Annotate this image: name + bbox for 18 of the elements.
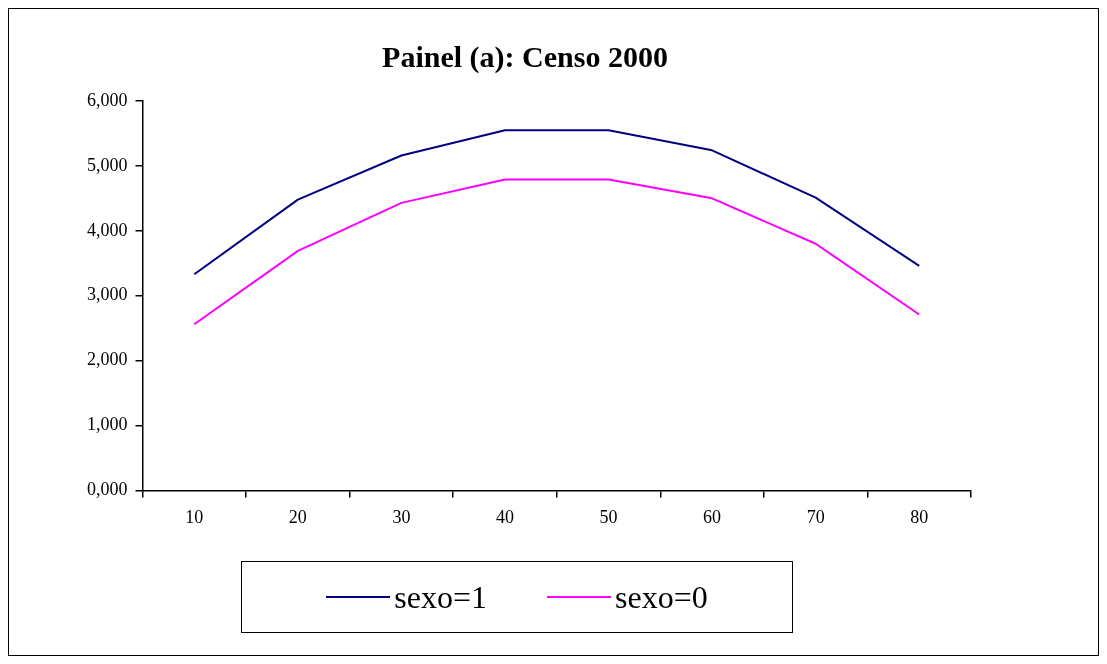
y-tick-label: 5,000 (87, 154, 128, 175)
legend-label: sexo=1 (394, 578, 487, 616)
x-tick-label: 80 (910, 506, 929, 527)
chart-title: Painel (a): Censo 2000 (382, 39, 668, 74)
y-tick-label: 4,000 (87, 219, 128, 240)
legend-label: sexo=0 (615, 578, 708, 616)
x-tick-label: 20 (288, 506, 307, 527)
x-tick-label: 50 (599, 506, 618, 527)
y-tick-label: 0,000 (87, 479, 128, 500)
y-tick-label: 6,000 (87, 89, 128, 110)
x-tick-label: 70 (806, 506, 825, 527)
y-tick-label: 1,000 (87, 414, 128, 435)
x-tick-label: 40 (495, 506, 514, 527)
y-tick-label: 2,000 (87, 349, 128, 370)
x-tick-label: 30 (392, 506, 411, 527)
x-tick-label: 10 (185, 506, 204, 527)
x-tick-label: 60 (703, 506, 722, 527)
y-tick-label: 3,000 (87, 284, 128, 305)
